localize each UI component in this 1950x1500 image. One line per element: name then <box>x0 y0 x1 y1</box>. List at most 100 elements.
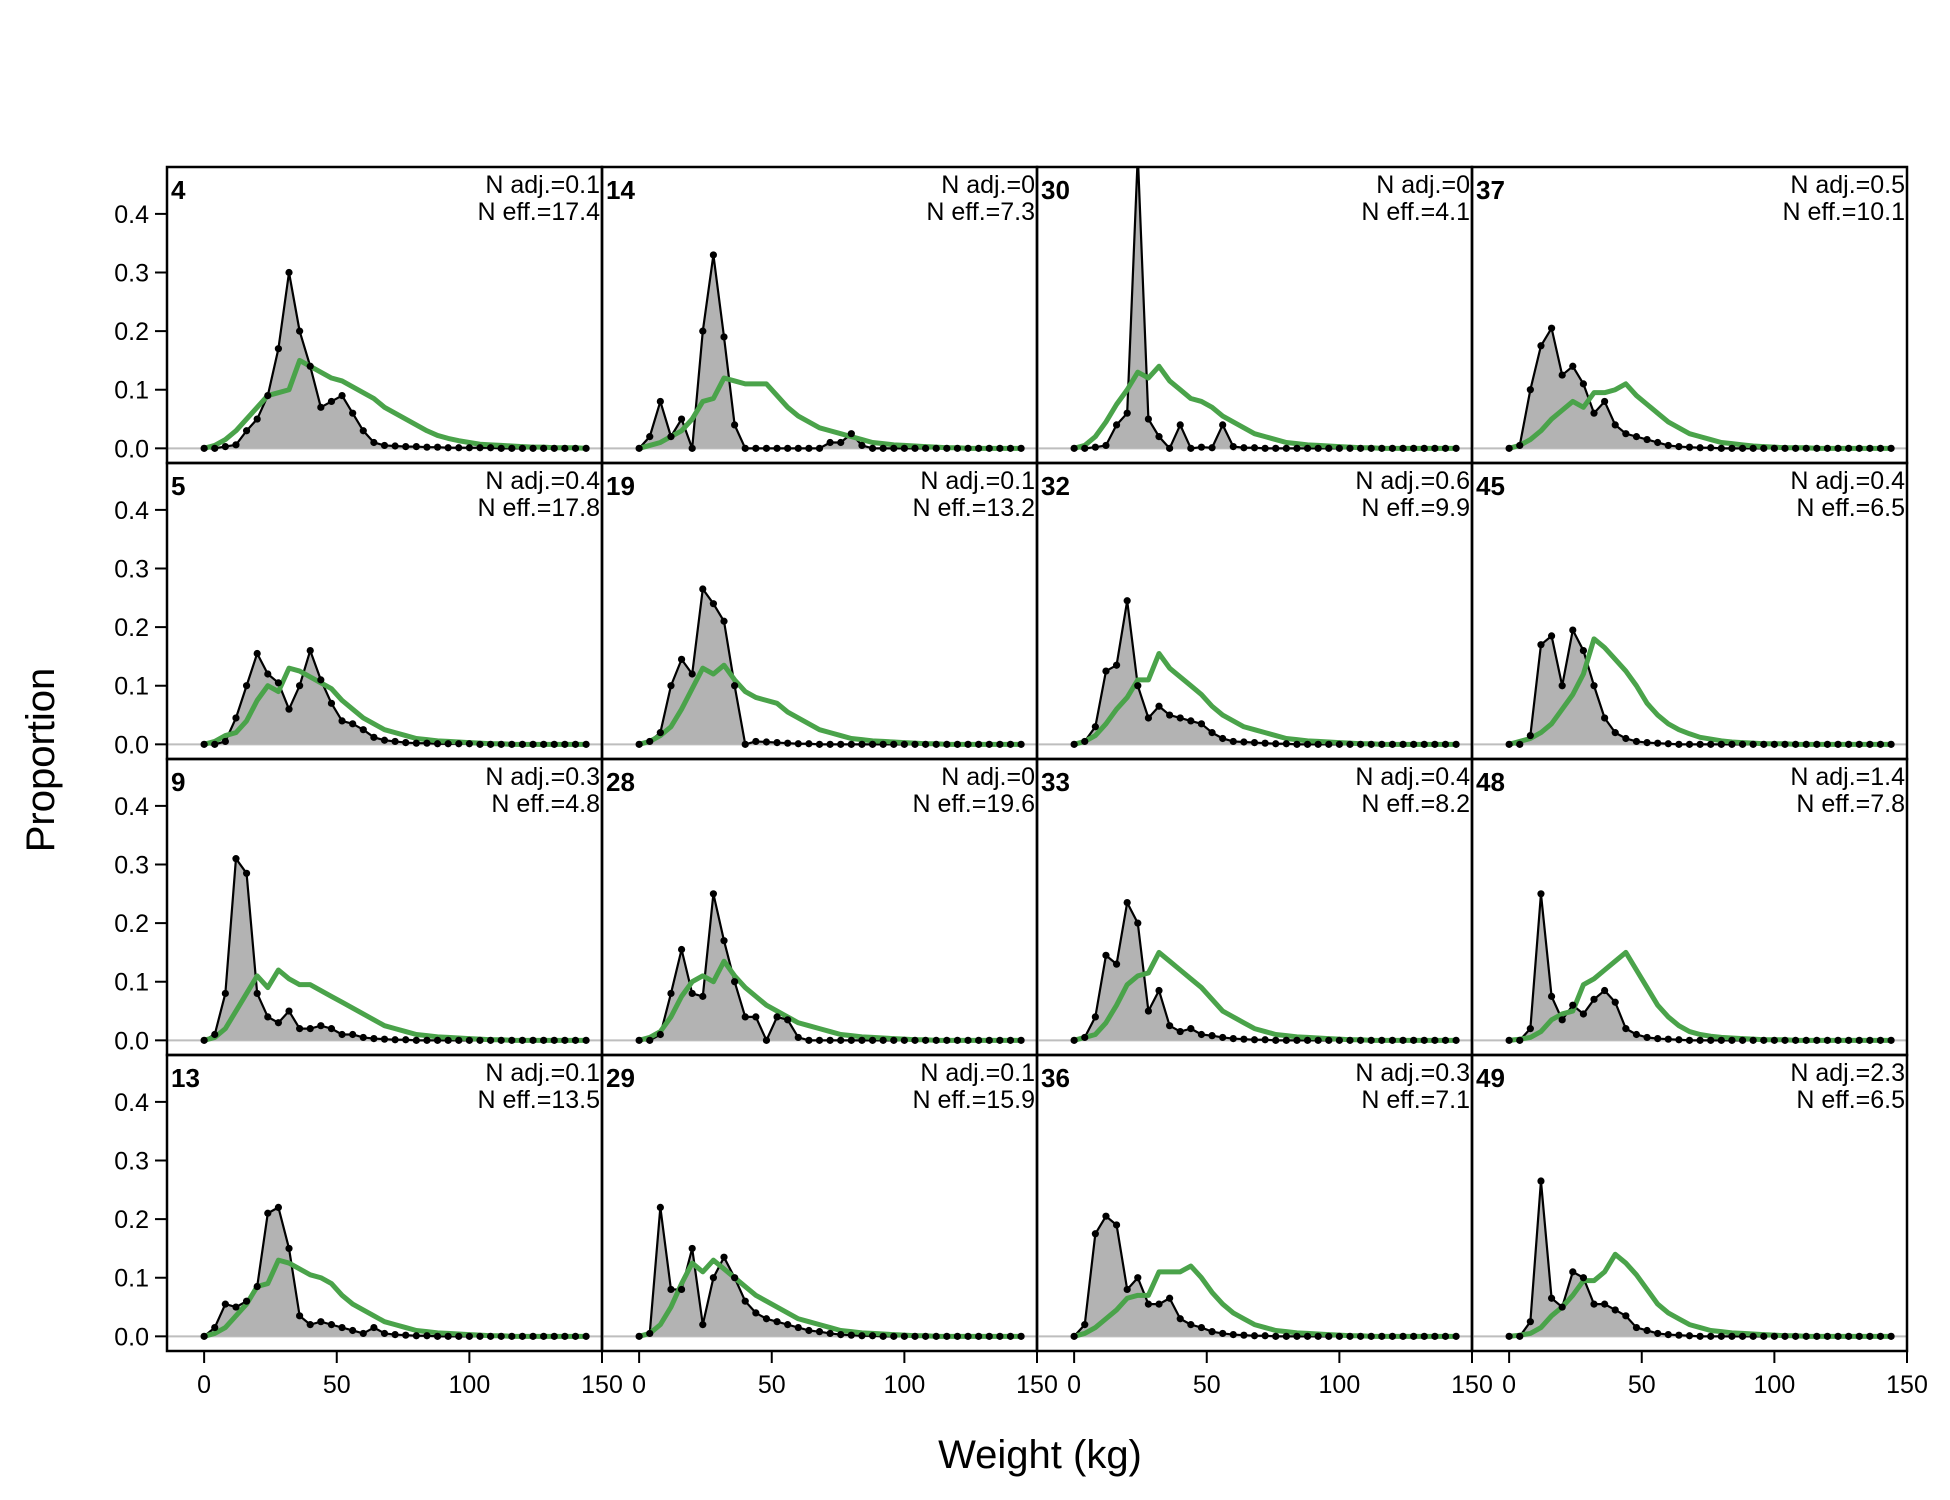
observed-point <box>1717 740 1725 748</box>
observed-point <box>656 397 664 406</box>
observed-point <box>900 444 908 452</box>
observed-point <box>232 855 240 863</box>
y-tick-label: 0.2 <box>114 614 149 642</box>
observed-point <box>349 1030 357 1039</box>
n-adj-label: N adj.=0.5 <box>1790 171 1905 199</box>
observed-point <box>370 438 378 447</box>
panel-30: 30 N adj.=0N eff.=4.1 <box>1035 165 1474 465</box>
observed-point <box>975 740 983 748</box>
observed-point <box>1314 1036 1322 1044</box>
x-tick-label: 150 <box>1451 1371 1493 1399</box>
observed-point <box>1643 435 1651 444</box>
observed-point <box>762 1315 771 1323</box>
observed-point <box>1579 1010 1588 1018</box>
panel-49: 49 N adj.=2.3N eff.=6.5 <box>1470 1053 1909 1353</box>
observed-point <box>1760 444 1768 452</box>
observed-point <box>221 989 229 998</box>
observed-point <box>1123 597 1131 605</box>
observed-point <box>561 740 569 748</box>
observed-point <box>1250 1332 1259 1340</box>
observed-point <box>1601 714 1609 722</box>
observed-area <box>204 858 587 1041</box>
observed-point <box>1091 723 1099 731</box>
observed-point <box>1325 1036 1333 1044</box>
observed-point <box>1876 740 1885 748</box>
observed-point <box>1590 409 1598 417</box>
observed-point <box>752 737 760 746</box>
observed-point <box>1547 324 1556 332</box>
observed-point <box>455 1036 463 1044</box>
observed-point <box>1356 1332 1365 1340</box>
n-adj-label: N adj.=0.6 <box>1355 467 1470 495</box>
observed-point <box>1388 740 1397 748</box>
observed-point <box>932 1332 940 1340</box>
observed-point <box>1346 444 1354 452</box>
observed-point <box>359 726 367 734</box>
panel-plot-area <box>1472 1177 1907 1340</box>
observed-point <box>1834 1332 1842 1340</box>
observed-point <box>1282 1332 1290 1340</box>
observed-point <box>815 1328 824 1336</box>
observed-point <box>1420 444 1428 452</box>
n-adj-label: N adj.=0 <box>941 763 1035 791</box>
observed-point <box>242 1297 251 1305</box>
n-adj-label: N adj.=0.4 <box>1355 763 1470 791</box>
observed-point <box>1707 1036 1715 1044</box>
observed-point <box>1537 641 1545 649</box>
observed-point <box>1197 443 1206 451</box>
observed-point <box>1717 1332 1725 1340</box>
observed-point <box>327 1025 336 1033</box>
x-tick-label: 0 <box>1502 1371 1516 1399</box>
y-tick-label: 0.2 <box>114 318 149 346</box>
observed-area <box>204 272 587 449</box>
n-eff-label: N eff.=19.6 <box>912 790 1035 818</box>
observed-point <box>762 444 771 452</box>
observed-point <box>826 1329 834 1338</box>
observed-point <box>1272 444 1280 452</box>
observed-point <box>1144 714 1153 722</box>
y-tick-label: 0.1 <box>114 969 149 997</box>
observed-point <box>1017 1332 1025 1340</box>
observed-point <box>964 1332 972 1340</box>
observed-point <box>476 740 484 748</box>
observed-point <box>1781 1036 1789 1044</box>
observed-point <box>1685 1036 1694 1044</box>
y-tick-label: 0.4 <box>114 1089 149 1117</box>
observed-point <box>1654 739 1662 747</box>
observed-point <box>720 617 728 625</box>
axes-layer: 0.0 0.1 0.2 0.3 0.4 0.0 0.1 0.2 0.3 0.4 0.0 0.1 0.2 0… <box>114 201 1928 1399</box>
observed-point <box>688 670 696 678</box>
observed-point <box>794 444 802 452</box>
panel-45: 45 N adj.=0.4N eff.=6.5 <box>1470 461 1909 761</box>
observed-point <box>433 1036 442 1044</box>
observed-point <box>306 646 314 655</box>
observed-point <box>1728 444 1736 452</box>
panel-id-label: 48 <box>1476 767 1505 797</box>
observed-point <box>1272 1332 1280 1340</box>
y-tick-label: 0.0 <box>114 1027 149 1055</box>
observed-point <box>1855 740 1863 748</box>
observed-point <box>805 740 813 748</box>
observed-point <box>1579 380 1588 388</box>
observed-point <box>1526 1318 1534 1326</box>
observed-point <box>1420 740 1428 748</box>
observed-point <box>1388 1332 1397 1340</box>
observed-point <box>1738 1332 1747 1340</box>
observed-point <box>890 1332 898 1340</box>
observed-point <box>1293 740 1301 748</box>
x-tick-label: 100 <box>884 1371 926 1399</box>
observed-point <box>1823 1036 1832 1044</box>
observed-point <box>794 1323 802 1332</box>
observed-point <box>200 740 208 748</box>
observed-point <box>1293 1332 1301 1340</box>
observed-point <box>1707 444 1715 452</box>
observed-point <box>1802 740 1810 748</box>
observed-point <box>699 585 707 593</box>
x-tick-label: 150 <box>581 1371 623 1399</box>
observed-point <box>1166 1294 1174 1302</box>
observed-point <box>296 327 304 335</box>
observed-point <box>1601 986 1609 995</box>
observed-point <box>1717 1036 1725 1044</box>
panel-9: 9 N adj.=0.3N eff.=4.8 <box>165 757 604 1057</box>
